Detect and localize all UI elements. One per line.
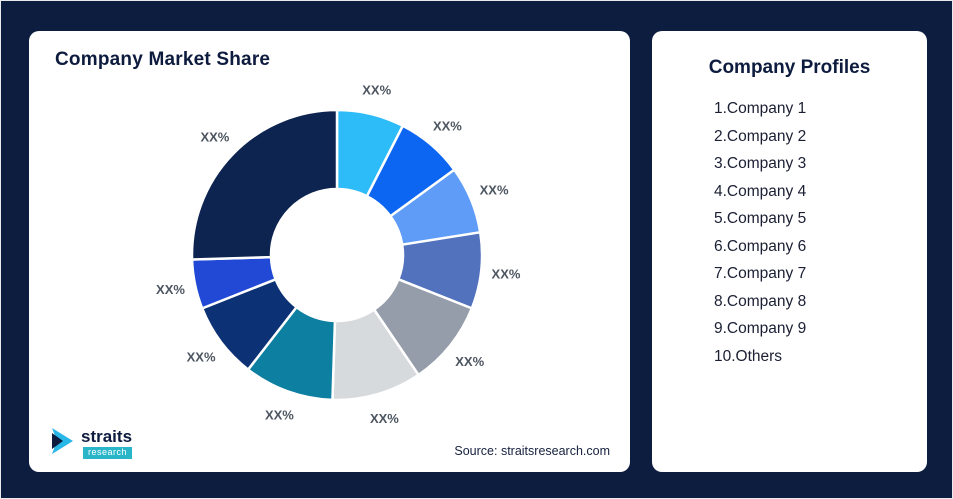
company-list: 1.Company 1 2.Company 2 3.Company 3 4.Compa… bbox=[652, 95, 927, 370]
donut-chart-container: XX% XX% XX% XX% XX% XX% XX% XX% XX% XX% bbox=[117, 73, 557, 443]
logo-subtitle: research bbox=[83, 447, 133, 459]
slice-label: XX% bbox=[480, 182, 509, 197]
market-share-card: Company Market Share XX% XX% XX% XX% XX% XX% X… bbox=[29, 31, 630, 472]
slice-label: XX% bbox=[492, 266, 521, 281]
company-list-item: 6.Company 6 bbox=[714, 237, 807, 255]
slice-label: XX% bbox=[156, 282, 185, 297]
source-note: Source: straitsresearch.com bbox=[454, 444, 610, 458]
company-list-item: 8.Company 8 bbox=[714, 292, 807, 310]
company-list-item: 10.Others bbox=[714, 347, 783, 365]
slice-label: XX% bbox=[433, 118, 462, 133]
company-list-item: 9.Company 9 bbox=[714, 320, 807, 337]
logo-text: straits research bbox=[81, 427, 133, 459]
straits-logo-icon bbox=[49, 427, 75, 460]
logo-name: straits bbox=[81, 427, 133, 446]
slice-label: XX% bbox=[362, 82, 391, 97]
slice-label: XX% bbox=[187, 350, 216, 365]
company-list-item: 1.Company 1 bbox=[714, 100, 807, 117]
slice-label: XX% bbox=[200, 129, 229, 144]
company-list-item: 7.Company 7 bbox=[714, 265, 807, 282]
straits-research-logo: straits research bbox=[49, 427, 133, 460]
company-list-item: 3.Company 3 bbox=[714, 155, 807, 172]
donut-slice bbox=[190, 108, 339, 261]
company-list-item: 4.Company 4 bbox=[714, 182, 807, 200]
donut-chart: XX% XX% XX% XX% XX% XX% XX% XX% XX% XX% bbox=[156, 82, 521, 426]
company-list-item: 2.Company 2 bbox=[714, 127, 807, 145]
slice-label: XX% bbox=[265, 407, 294, 422]
company-list-item: 5.Company 5 bbox=[714, 210, 807, 227]
slice-label: XX% bbox=[370, 411, 399, 426]
chart-title: Company Market Share bbox=[55, 49, 271, 70]
slice-label: XX% bbox=[455, 354, 484, 369]
company-profiles-card: Company Profiles 1.Company 1 2.Company 2 3… bbox=[652, 31, 927, 472]
company-profiles-title: Company Profiles bbox=[708, 57, 871, 78]
